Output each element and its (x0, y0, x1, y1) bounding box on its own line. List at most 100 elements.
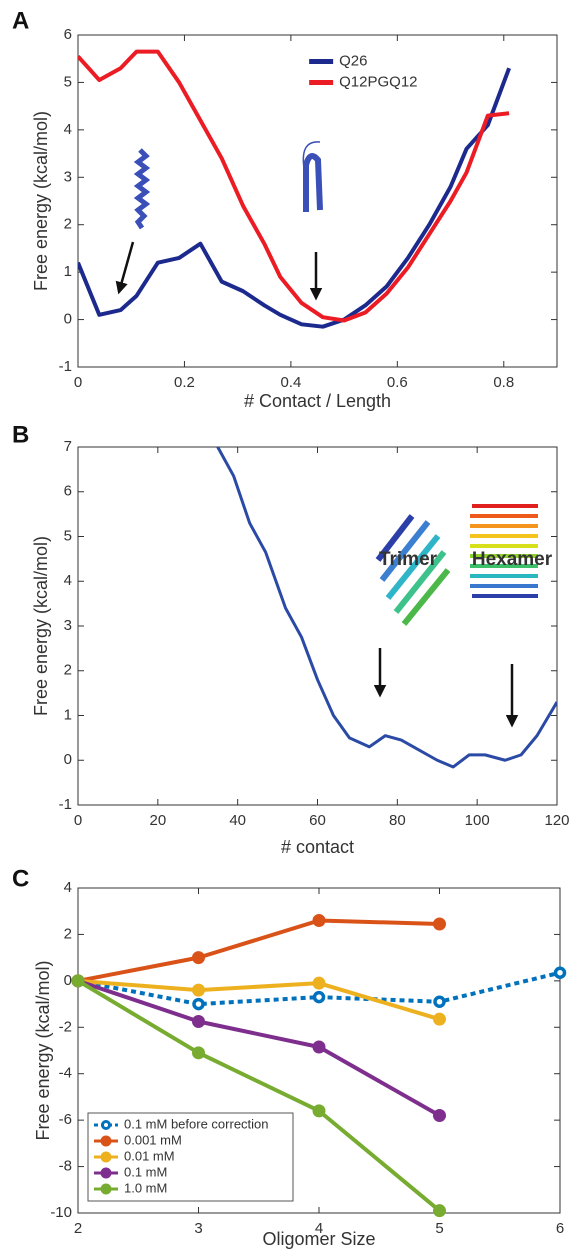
x-axis-label: Oligomer Size (262, 1229, 375, 1249)
data-point (312, 990, 326, 1004)
y-tick-label: 2 (64, 662, 72, 679)
data-point (553, 966, 567, 979)
legend-marker (100, 1151, 112, 1163)
panel-label: A (12, 7, 29, 34)
x-axis-label: # Contact / Length (244, 391, 391, 411)
legend-marker (100, 1183, 112, 1195)
data-point (192, 1046, 205, 1060)
y-tick-label: 3 (64, 168, 72, 185)
annotation: Trimer (379, 549, 438, 570)
series-line (78, 49, 510, 323)
y-tick-label: 1 (64, 706, 72, 723)
hairpin-sketch (303, 153, 323, 212)
series-line (78, 918, 440, 983)
data-point (192, 951, 205, 965)
y-tick-label: 0 (64, 972, 72, 989)
y-tick-label: -6 (59, 1111, 72, 1128)
panel-label: B (12, 421, 29, 448)
y-axis-label: Free energy (kcal/mol) (33, 960, 53, 1140)
y-tick-label: 2 (64, 216, 72, 233)
decorations (115, 141, 538, 728)
y-tick-label: -1 (59, 796, 72, 813)
y-tick-label: -2 (59, 1018, 72, 1035)
hexamer-sketch (470, 504, 538, 598)
x-tick-label: 80 (389, 812, 406, 829)
data-point (433, 917, 446, 931)
x-tick-label: 100 (465, 812, 490, 829)
data-point (312, 1040, 326, 1054)
arrow (115, 241, 135, 295)
data-point (71, 974, 85, 988)
panel-label: C (12, 865, 29, 892)
y-tick-label: 6 (64, 483, 72, 500)
data-point (192, 1014, 205, 1028)
legend-label: 0.1 mM (124, 1164, 167, 1179)
y-tick-label: -4 (59, 1065, 72, 1082)
x-tick-label: 60 (309, 812, 326, 829)
data-point (312, 914, 326, 927)
data-point (433, 1109, 446, 1122)
y-tick-label: 7 (64, 438, 72, 455)
plot-frame (77, 34, 558, 368)
legend-label: 0.01 mM (124, 1148, 175, 1163)
series-line (78, 978, 441, 1118)
data-point (433, 995, 446, 1008)
y-tick-label: -8 (59, 1158, 72, 1175)
series-line (78, 67, 511, 329)
data-point (312, 1104, 326, 1118)
legend-box (87, 1112, 294, 1202)
series-line (78, 978, 441, 1022)
data-point (192, 997, 205, 1011)
y-tick-label: 5 (64, 527, 72, 544)
data-point (433, 1012, 446, 1026)
x-tick-label: 4 (315, 1220, 323, 1237)
x-tick-label: 0.2 (174, 374, 195, 391)
y-tick-label: 6 (64, 26, 72, 43)
legend-marker (101, 1120, 111, 1130)
y-tick-label: 4 (64, 121, 72, 138)
x-tick-label: 120 (544, 812, 569, 829)
x-tick-label: 3 (194, 1220, 202, 1237)
annotation: Hexamer (472, 549, 553, 570)
helix-sketch (133, 148, 151, 230)
data-point (192, 983, 205, 997)
y-tick-label: 4 (64, 572, 72, 589)
y-axis-label: Free energy (kcal/mol) (31, 536, 51, 716)
y-tick-label: 1 (64, 263, 72, 280)
legend-label: 1.0 mM (124, 1180, 167, 1195)
legend-label: 0.1 mM before correction (124, 1116, 269, 1131)
x-tick-label: 6 (556, 1220, 564, 1237)
y-tick-label: 3 (64, 617, 72, 634)
y-tick-label: 4 (64, 879, 72, 896)
y-tick-label: 0 (64, 311, 72, 328)
series-line (78, 979, 441, 1213)
y-axis-label: Free energy (kcal/mol) (31, 111, 51, 291)
legend-marker (100, 1135, 112, 1147)
y-tick-label: 5 (64, 73, 72, 90)
x-tick-label: 0 (74, 812, 82, 829)
y-tick-label: 2 (64, 925, 72, 942)
x-tick-label: 0 (74, 374, 82, 391)
x-tick-label: 0.8 (493, 374, 514, 391)
legend-label: Q26 (339, 52, 367, 69)
legend-marker (100, 1167, 112, 1179)
x-tick-label: 0.6 (387, 374, 408, 391)
x-tick-label: 5 (435, 1220, 443, 1237)
x-tick-label: 2 (74, 1220, 82, 1237)
legend-label: 0.001 mM (124, 1132, 182, 1147)
x-tick-label: 20 (149, 812, 166, 829)
x-tick-label: 0.4 (280, 374, 301, 391)
y-tick-label: -10 (50, 1204, 72, 1221)
trimer-sketch (375, 514, 451, 626)
series-line (216, 447, 557, 769)
y-tick-label: -1 (59, 358, 72, 375)
x-axis-label: # contact (281, 837, 354, 857)
y-tick-label: 0 (64, 751, 72, 768)
data-point (433, 1204, 446, 1218)
hairpin-loop (302, 141, 321, 169)
x-tick-label: 40 (229, 812, 246, 829)
data-point (312, 976, 326, 990)
legend-label: Q12PGQ12 (339, 73, 417, 90)
plot-frame (77, 446, 558, 806)
